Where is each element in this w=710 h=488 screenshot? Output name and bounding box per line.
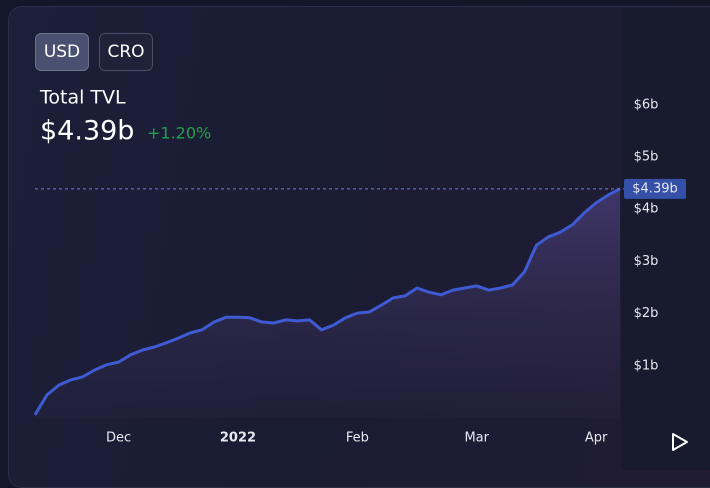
x-tick-label: 2022 xyxy=(220,431,256,446)
last-value-tag xyxy=(624,178,686,199)
x-tick-label: Feb xyxy=(346,431,369,446)
current-value: $4.39b xyxy=(40,116,134,147)
page: USD CRO Total TVL $4.39b +1.20% $1b $2b $3… xyxy=(8,6,710,488)
chart-title: Total TVL xyxy=(39,87,126,109)
currency-button[interactable]: USD xyxy=(35,33,89,71)
y-tick-label: $3b xyxy=(634,254,659,269)
currency-button[interactable]: CRO xyxy=(99,33,153,71)
chart: Total TVL $4.39b +1.20% $1b $2b $3b $4b $5b $… xyxy=(33,8,710,470)
y-tick-label: $6b xyxy=(634,97,659,112)
axis-panel xyxy=(621,8,710,470)
y-tick-label: $1b xyxy=(634,358,659,373)
last-value-label: $4.39b xyxy=(632,181,677,196)
y-tick-label: $5b xyxy=(634,150,659,165)
y-tick-label: $2b xyxy=(634,306,659,321)
area-fill xyxy=(35,188,620,418)
y-tick-label: $4b xyxy=(634,202,659,217)
play-button[interactable] xyxy=(672,433,688,451)
x-tick-label: Mar xyxy=(464,431,489,446)
change-percent: +1.20% xyxy=(147,124,211,143)
x-tick-label: Apr xyxy=(585,431,608,446)
x-tick-label: Dec xyxy=(106,431,131,446)
area-line xyxy=(33,187,621,416)
